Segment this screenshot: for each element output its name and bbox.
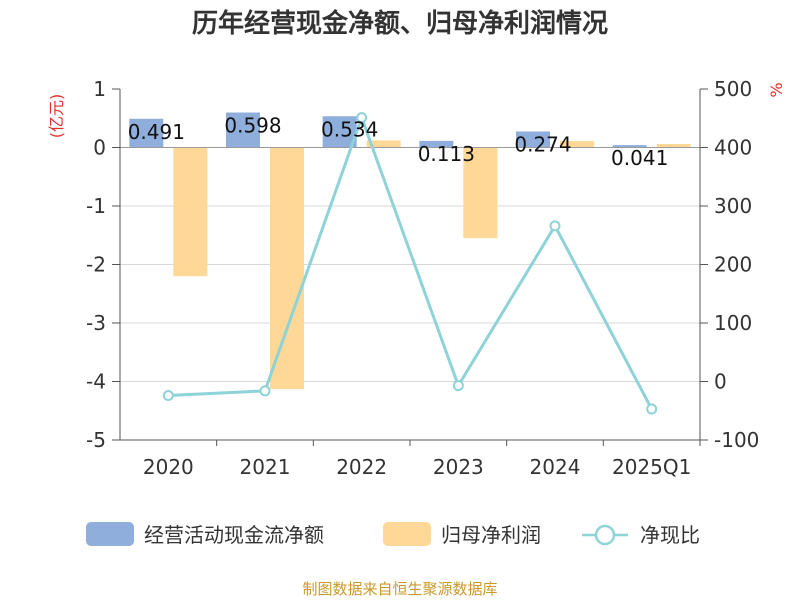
right-axis-unit: %	[767, 82, 786, 97]
ratio-line	[168, 113, 653, 410]
net-profit-bar	[463, 147, 498, 239]
cash-flow-data-label: 0.113	[418, 142, 475, 166]
left-tick-label: -2	[86, 253, 106, 277]
left-axis-unit: (亿元)	[47, 94, 66, 139]
source-note: 制图数据来自恒生聚源数据库	[302, 580, 497, 598]
legend-swatch-cash-flow	[86, 522, 134, 546]
right-tick-label: 400	[714, 136, 752, 160]
right-tick-label: 0	[714, 370, 727, 394]
cash-flow-bar	[419, 140, 454, 148]
cash-flow-bar	[322, 116, 357, 148]
left-tick-label: -4	[86, 370, 106, 394]
bar-series	[120, 112, 700, 390]
x-tick-label: 2020	[143, 455, 194, 479]
x-tick-label: 2023	[433, 455, 484, 479]
ratio-point	[646, 403, 658, 415]
cash-flow-data-label: 0.041	[611, 146, 668, 170]
cash-flow-bar	[129, 118, 164, 148]
cash-flow-bar	[226, 112, 260, 148]
net-profit-bar	[560, 141, 594, 148]
right-tick-label: 200	[714, 253, 752, 277]
ratio-point	[549, 220, 561, 232]
data-labels: 0.491 0.598 0.534 0.113 0.274 0.041	[128, 114, 669, 171]
left-tick-label: -1	[86, 194, 106, 218]
left-tick-label: -5	[86, 428, 106, 452]
net-profit-bar	[270, 147, 304, 390]
cash-flow-data-label: 0.534	[321, 117, 378, 141]
axes: 1 0 -1 -2 -3 -4 -5 500 400 300 200 100 0 -100 2020 2021…	[86, 77, 759, 479]
x-tick-label: 2021	[240, 455, 291, 479]
ratio-line-series	[162, 112, 658, 415]
cash-flow-data-label: 0.491	[128, 120, 185, 144]
x-tick-label: 2025Q1	[612, 455, 691, 479]
x-tick-label: 2024	[530, 455, 581, 479]
ratio-point	[452, 380, 464, 392]
cash-flow-data-label: 0.598	[224, 114, 281, 138]
legend-swatch-net-profit	[383, 522, 431, 546]
right-tick-label: 100	[714, 311, 752, 335]
left-tick-label: 1	[93, 77, 106, 101]
right-tick-label: -100	[714, 428, 759, 452]
x-tick-label: 2022	[336, 455, 387, 479]
legend-label-ratio: 净现比	[640, 523, 700, 547]
legend-label-net-profit: 归母净利润	[441, 523, 541, 547]
left-tick-label: -3	[86, 311, 106, 335]
ratio-point	[356, 112, 368, 124]
cash-flow-bar	[612, 145, 647, 148]
left-tick-label: 0	[93, 136, 106, 160]
legend: 经营活动现金流净额 归母净利润 净现比	[86, 522, 700, 547]
ratio-point	[162, 390, 174, 402]
right-tick-label: 500	[714, 77, 752, 101]
cash-flow-bar	[516, 131, 550, 148]
right-tick-label: 300	[714, 194, 752, 218]
net-profit-bar	[366, 140, 401, 148]
cash-flow-data-label: 0.274	[514, 132, 571, 156]
net-profit-bar	[173, 147, 208, 277]
chart-title: 历年经营现金净额、归母净利润情况	[192, 8, 608, 39]
net-profit-bar	[656, 143, 691, 148]
legend-marker-ratio	[594, 524, 616, 546]
ratio-point	[259, 385, 271, 397]
legend-label-cash-flow: 经营活动现金流净额	[144, 523, 324, 547]
